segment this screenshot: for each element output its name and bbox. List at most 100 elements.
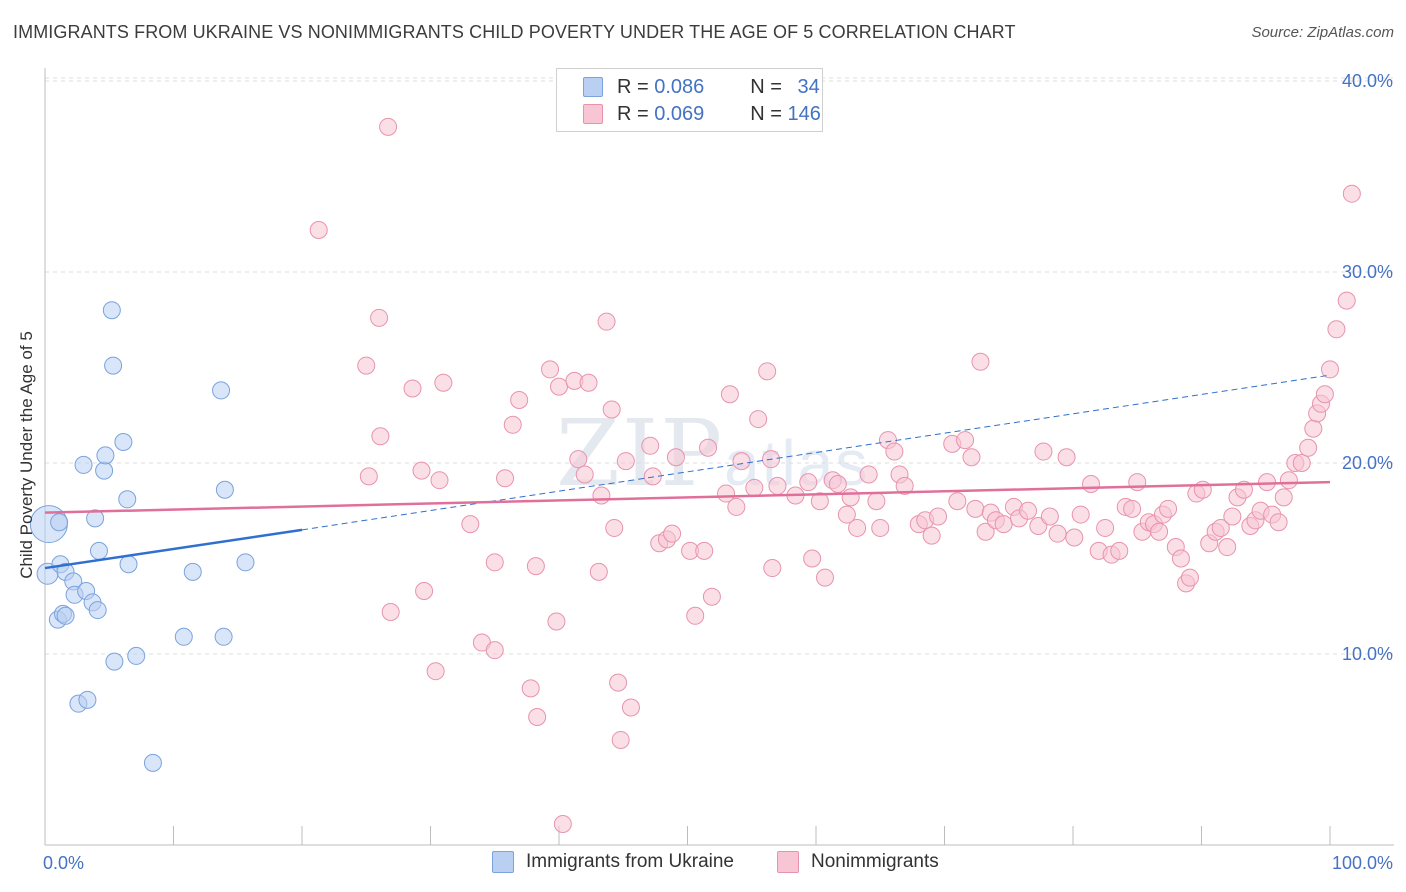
nonimmigrants-point xyxy=(309,220,328,239)
nonimmigrants-point xyxy=(727,497,746,516)
ukraine-point xyxy=(212,381,231,400)
nonimmigrants-point xyxy=(605,518,624,537)
nonimmigrants-point xyxy=(695,541,714,560)
nonimmigrants-point xyxy=(381,602,400,621)
nonimmigrants-point xyxy=(956,431,975,450)
ukraine-trend-line xyxy=(44,528,303,570)
legend-label: Nonimmigrants xyxy=(811,851,939,872)
r-label: R = xyxy=(617,102,655,125)
nonimmigrants-point xyxy=(1274,488,1293,507)
nonimmigrants-point xyxy=(871,518,890,537)
nonimmigrants-point xyxy=(1081,475,1100,494)
x-tick-label-max: 100.0% xyxy=(1332,853,1393,873)
blue-swatch xyxy=(583,77,603,97)
nonimmigrants-point xyxy=(370,308,389,327)
nonimmigrants-point xyxy=(1180,568,1199,587)
nonimmigrants-point xyxy=(621,698,640,717)
nonimmigrants-point xyxy=(1299,438,1318,457)
nonimmigrants-point xyxy=(611,730,630,749)
nonimmigrants-point xyxy=(828,475,847,494)
nonimmigrants-point xyxy=(976,522,995,541)
pink-swatch xyxy=(777,851,799,873)
nonimmigrants-point xyxy=(1096,518,1115,537)
nonimmigrants-point xyxy=(1337,291,1356,310)
nonimmigrants-point xyxy=(1292,454,1311,472)
nonimmigrants-point xyxy=(848,518,867,537)
bottom-legend-ukraine: Immigrants from Ukraine xyxy=(492,851,734,873)
nonimmigrants-point xyxy=(412,461,431,480)
y-tick-label: 10.0% xyxy=(1342,644,1393,664)
ukraine-point xyxy=(78,690,97,709)
axes xyxy=(44,68,1394,846)
ukraine-point xyxy=(127,646,146,665)
nonimmigrants-point xyxy=(1321,360,1339,379)
ukraine-point xyxy=(118,490,137,509)
ukraine-point xyxy=(119,555,138,574)
nonimmigrants-point xyxy=(1065,528,1084,547)
ukraine-point xyxy=(86,509,105,528)
nonimmigrants-point xyxy=(461,515,480,534)
nonimmigrants-point xyxy=(749,410,768,429)
nonimmigrants-point xyxy=(1040,507,1059,526)
r-value: 0.069 xyxy=(654,102,705,125)
r-value: 0.086 xyxy=(654,75,705,98)
nonimmigrants-point xyxy=(1342,184,1361,203)
chart-title: IMMIGRANTS FROM UKRAINE VS NONIMMIGRANTS… xyxy=(13,22,1016,42)
nonimmigrants-point xyxy=(720,385,739,404)
nonimmigrants-point xyxy=(1071,505,1090,524)
nonimmigrants-point xyxy=(569,450,588,469)
nonimmigrants-point xyxy=(641,436,660,455)
y-axis-label: Child Poverty Under the Age of 5 xyxy=(17,331,36,579)
nonimmigrants-point xyxy=(371,427,390,446)
nonimmigrants-point xyxy=(1171,549,1190,568)
r-label: R = xyxy=(617,75,655,98)
x-tick-label-min: 0.0% xyxy=(43,853,84,873)
nonimmigrants-point xyxy=(1258,473,1277,492)
nonimmigrants-point xyxy=(510,390,529,409)
nonimmigrants-point xyxy=(403,379,422,398)
nonimmigrants-point xyxy=(485,553,504,572)
nonimmigrants-point xyxy=(1218,538,1237,557)
tick-labels: 10.0% 20.0% 30.0% 40.0% 0.0% 100.0% xyxy=(43,71,1393,873)
ukraine-point xyxy=(114,432,133,451)
ukraine-point xyxy=(88,601,107,620)
bottom-legend-nonimmigrants: Nonimmigrants xyxy=(777,851,939,873)
ukraine-point xyxy=(50,513,69,532)
ukraine-point xyxy=(96,446,115,465)
legend-row-nonimmigrants: R = 0.069 N = 146 xyxy=(583,102,821,126)
nonimmigrants-point xyxy=(1034,442,1053,461)
nonimmigrants-point xyxy=(763,559,782,578)
nonimmigrants-points xyxy=(309,117,1361,833)
nonimmigrants-point xyxy=(357,356,376,375)
nonimmigrants-point xyxy=(994,515,1013,534)
y-tick-label: 40.0% xyxy=(1342,71,1393,91)
nonimmigrants-point xyxy=(1159,499,1178,518)
nonimmigrants-point xyxy=(1057,448,1076,467)
nonimmigrants-point xyxy=(732,452,751,471)
blue-swatch xyxy=(492,851,514,873)
ukraine-point xyxy=(74,455,93,474)
nonimmigrants-point xyxy=(799,473,818,492)
n-label: N = xyxy=(750,102,788,125)
nonimmigrants-point xyxy=(541,360,560,379)
ukraine-point xyxy=(95,461,114,480)
nonimmigrants-point xyxy=(579,373,598,392)
nonimmigrants-point xyxy=(859,465,878,484)
ukraine-point xyxy=(105,652,124,671)
legend-label: Immigrants from Ukraine xyxy=(526,851,734,872)
nonimmigrants-point xyxy=(434,373,453,392)
n-value: 146 xyxy=(787,102,821,125)
nonimmigrants-point xyxy=(503,415,522,434)
ukraine-point xyxy=(56,606,75,625)
nonimmigrants-point xyxy=(803,549,822,568)
nonimmigrants-point xyxy=(528,708,547,727)
ukraine-point xyxy=(236,553,255,572)
nonimmigrants-point xyxy=(430,471,449,490)
nonimmigrants-point xyxy=(526,557,545,576)
nonimmigrants-point xyxy=(379,117,398,136)
nonimmigrants-point xyxy=(575,465,594,484)
trend-lines xyxy=(44,374,1331,570)
nonimmigrants-point xyxy=(837,505,856,524)
correlation-legend: R = 0.086 N = 34 R = 0.069 N = 146 xyxy=(556,68,823,132)
ukraine-point xyxy=(143,753,162,772)
